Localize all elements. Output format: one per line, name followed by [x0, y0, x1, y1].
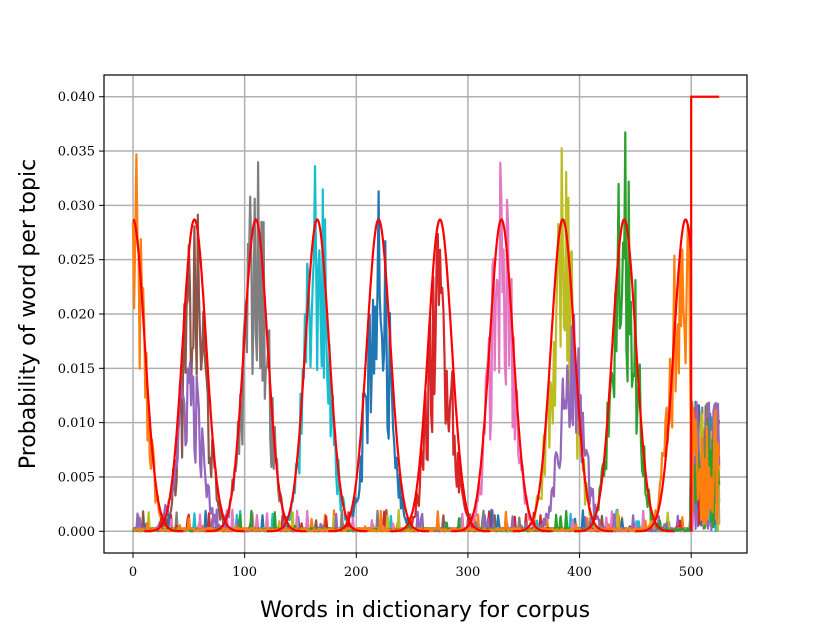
- true-topic-line: [132, 218, 184, 533]
- true-topic-line: [144, 218, 245, 533]
- x-tick-label: 100: [232, 565, 257, 580]
- ticks: 0 100 200 300 400 500 0.000 0.005 0.010 0.015 0.02…: [58, 90, 704, 580]
- y-tick-label: 0.040: [58, 90, 95, 105]
- x-tick-label: 200: [344, 565, 369, 580]
- y-tick-label: 0.035: [58, 145, 95, 160]
- true-topic-line: [451, 218, 552, 533]
- y-tick-label: 0.000: [58, 525, 95, 540]
- true-topic-line: [389, 218, 491, 533]
- true-topic-line: [574, 218, 675, 533]
- estimated-topic-line: [132, 131, 721, 533]
- true-topic-line: [205, 218, 307, 533]
- x-tick-label: 500: [679, 565, 704, 580]
- x-tick-label: 300: [456, 565, 481, 580]
- x-tick-label: 400: [567, 565, 592, 580]
- y-tick-label: 0.020: [58, 308, 95, 323]
- y-axis-label: Probability of word per topic: [16, 159, 41, 469]
- x-tick-label: 0: [129, 565, 137, 580]
- y-tick-label: 0.015: [58, 362, 95, 377]
- y-tick-label: 0.005: [58, 470, 95, 485]
- y-tick-label: 0.030: [58, 199, 95, 214]
- plot-area: [131, 95, 721, 533]
- true-topic-line: [512, 218, 613, 533]
- true-topic-line: [328, 218, 429, 533]
- true-topic-line: [635, 218, 693, 533]
- true-topic-uniform-line: [690, 95, 720, 532]
- estimated-topic-line: [132, 223, 721, 533]
- y-tick-label: 0.025: [58, 253, 95, 268]
- true-topic-line: [267, 218, 368, 533]
- y-tick-label: 0.010: [58, 416, 95, 431]
- x-axis-label: Words in dictionary for corpus: [260, 598, 590, 623]
